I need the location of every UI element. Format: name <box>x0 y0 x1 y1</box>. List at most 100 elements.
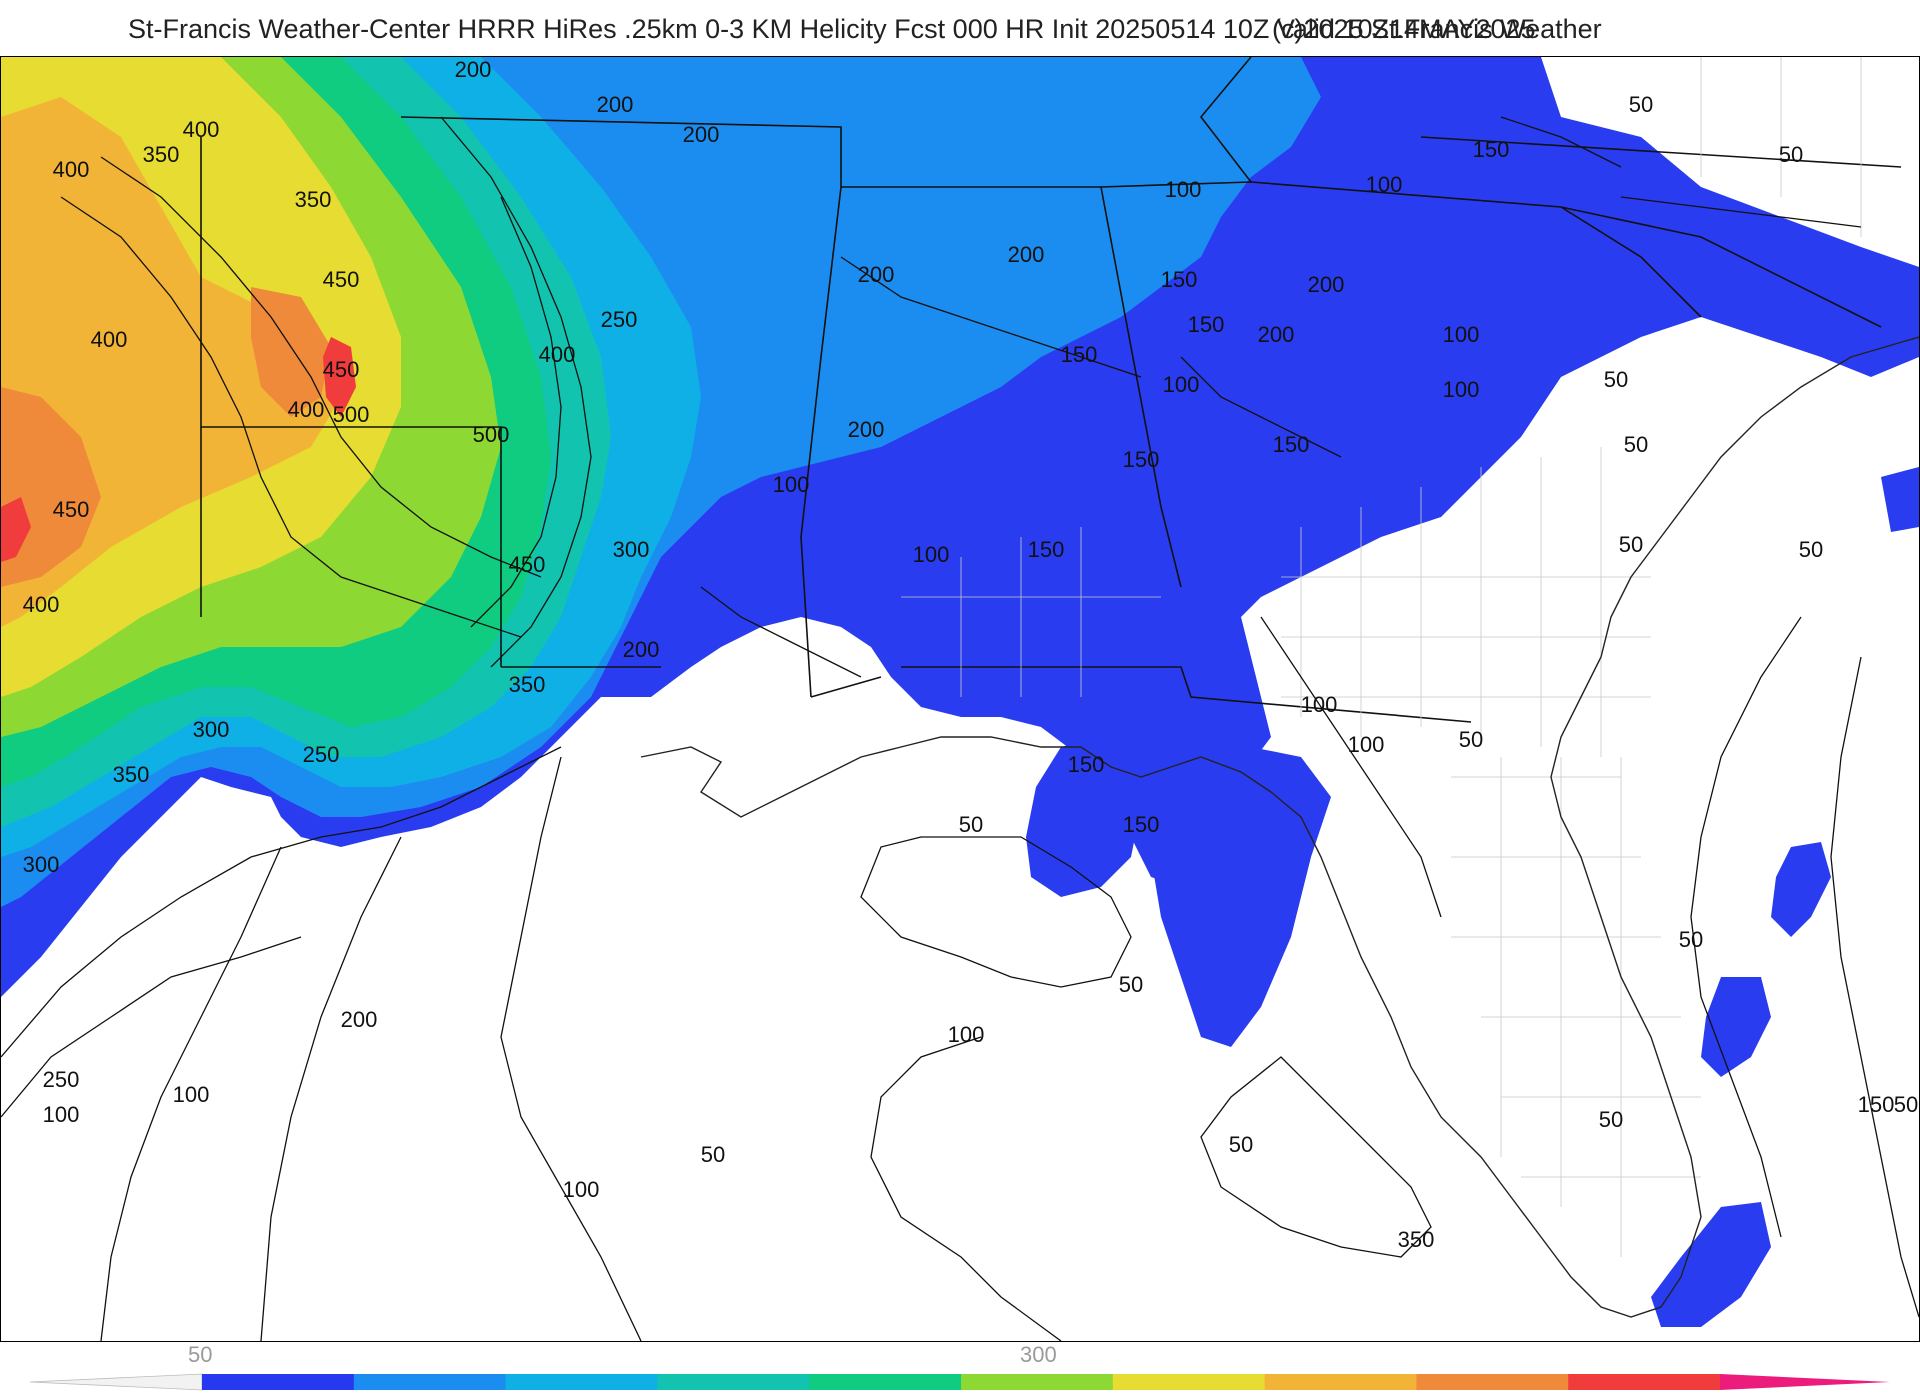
contour-label: 100 <box>948 1022 985 1047</box>
contour-label: 150 <box>1028 537 1065 562</box>
state-boundaries <box>200 57 1902 723</box>
contour-label: 150 <box>1123 812 1160 837</box>
colorbar-cell <box>353 1374 507 1390</box>
contour-label: 250 <box>303 742 340 767</box>
colorbar-cells <box>202 1374 1721 1390</box>
copyright: (c)2025 St.Francis Weather <box>1272 14 1602 44</box>
contour-label: 150 <box>1123 447 1160 472</box>
contour-label: 150 <box>1061 342 1098 367</box>
contour-label: 100 <box>773 472 810 497</box>
contour-label: 300 <box>23 852 60 877</box>
contour-label: 150 <box>1161 267 1198 292</box>
contour-label: 500 <box>473 422 510 447</box>
contour-label: 50 <box>1599 1107 1623 1132</box>
fill-atlantic-cell-2 <box>1701 977 1771 1077</box>
helicity-map: 2002002004003504003504504004005004504504… <box>1 57 1919 1341</box>
contour-label: 150 <box>1273 432 1310 457</box>
contour-label: 50 <box>1779 142 1803 167</box>
contour-label: 450 <box>323 357 360 382</box>
contour-label: 250 <box>43 1067 80 1092</box>
contour-label: 200 <box>1008 242 1045 267</box>
title-left: St-Francis Weather-Center HRRR HiRes .25… <box>128 14 1536 44</box>
contour-label: 250 <box>601 307 638 332</box>
contour-label: 50 <box>1619 532 1643 557</box>
contour-label: 400 <box>53 157 90 182</box>
contour-label: 100 <box>563 1177 600 1202</box>
contour-label: 400 <box>23 592 60 617</box>
contour-label: 100 <box>1163 372 1200 397</box>
fill-atlantic-cell <box>1771 842 1831 937</box>
county-lines <box>901 57 1862 1257</box>
contour-label: 150 <box>1473 137 1510 162</box>
contour-label: 50 <box>959 812 983 837</box>
contour-label: 200 <box>683 122 720 147</box>
contour-label: 150 <box>1068 752 1105 777</box>
colorbar-cell <box>809 1374 962 1390</box>
fill-band-450b <box>251 287 331 417</box>
colorbar-labels: 50 300 <box>0 1342 1920 1370</box>
contour-label: 500 <box>333 402 370 427</box>
contour-label: 100 <box>1165 177 1202 202</box>
colorbar <box>30 1373 1890 1391</box>
contour-label: 400 <box>183 117 220 142</box>
colorbar-cell <box>1112 1374 1266 1390</box>
contour-label: 100 <box>1301 692 1338 717</box>
contour-label: 100 <box>43 1102 80 1127</box>
contour-label: 350 <box>1398 1227 1435 1252</box>
colorbar-cell <box>505 1374 658 1390</box>
contour-label: 450 <box>53 497 90 522</box>
contour-label: 50 <box>701 1142 725 1167</box>
fill-band-500 <box>323 337 356 417</box>
helicity-fill <box>1 57 1919 1327</box>
contour-label: 200 <box>597 92 634 117</box>
contour-label: 450 <box>323 267 360 292</box>
contour-label: 200 <box>623 637 660 662</box>
contour-label: 100 <box>1348 732 1385 757</box>
colorbar-cell <box>961 1374 1114 1390</box>
contour-label: 300 <box>613 537 650 562</box>
contour-label: 100 <box>1443 322 1480 347</box>
colorbar-cell <box>1416 1374 1569 1390</box>
colorbar-cell <box>1568 1374 1721 1390</box>
fill-keys-cell <box>1651 1202 1771 1327</box>
colorbar-label-300: 300 <box>1020 1342 1057 1367</box>
colorbar-cell <box>1264 1374 1417 1390</box>
contour-label: 100 <box>913 542 950 567</box>
contour-label: 400 <box>91 327 128 352</box>
contour-label: 50 <box>1799 537 1823 562</box>
contour-label: 50 <box>1229 1132 1253 1157</box>
contour-label: 50 <box>1679 927 1703 952</box>
contour-label: 400 <box>539 342 576 367</box>
fill-ne-cell <box>1881 467 1919 532</box>
contour-label: 50 <box>1459 727 1483 752</box>
colorbar-label-50: 50 <box>188 1342 213 1367</box>
coastline <box>640 336 1919 1318</box>
contour-label: 200 <box>341 1007 378 1032</box>
colorbar-cell <box>202 1374 355 1390</box>
contour-label: 50 <box>1624 432 1648 457</box>
colorbar-cell <box>657 1374 810 1390</box>
contour-label: 350 <box>143 142 180 167</box>
contour-label: 50 <box>1894 1092 1918 1117</box>
contour-label: 100 <box>173 1082 210 1107</box>
fill-florida <box>1151 747 1331 1047</box>
contour-label: 300 <box>193 717 230 742</box>
contour-label: 350 <box>295 187 332 212</box>
contour-label: 200 <box>1308 272 1345 297</box>
contour-label: 50 <box>1629 92 1653 117</box>
colorbar-right-arrow <box>1720 1374 1890 1390</box>
contour-label: 100 <box>1366 172 1403 197</box>
contour-label: 400 <box>288 397 325 422</box>
helicity-contours <box>1 116 1919 1341</box>
fill-band-500b <box>1 497 31 562</box>
contour-label: 50 <box>1119 972 1143 997</box>
contour-label: 200 <box>455 57 492 82</box>
contour-label: 350 <box>113 762 150 787</box>
contour-label: 200 <box>858 262 895 287</box>
contour-label: 200 <box>848 417 885 442</box>
map-title: St-Francis Weather-Center HRRR HiRes .25… <box>0 14 1920 54</box>
contour-label: 150 <box>1858 1092 1895 1117</box>
contour-label: 350 <box>509 672 546 697</box>
colorbar-left-arrow <box>30 1373 203 1391</box>
contour-label: 150 <box>1188 312 1225 337</box>
